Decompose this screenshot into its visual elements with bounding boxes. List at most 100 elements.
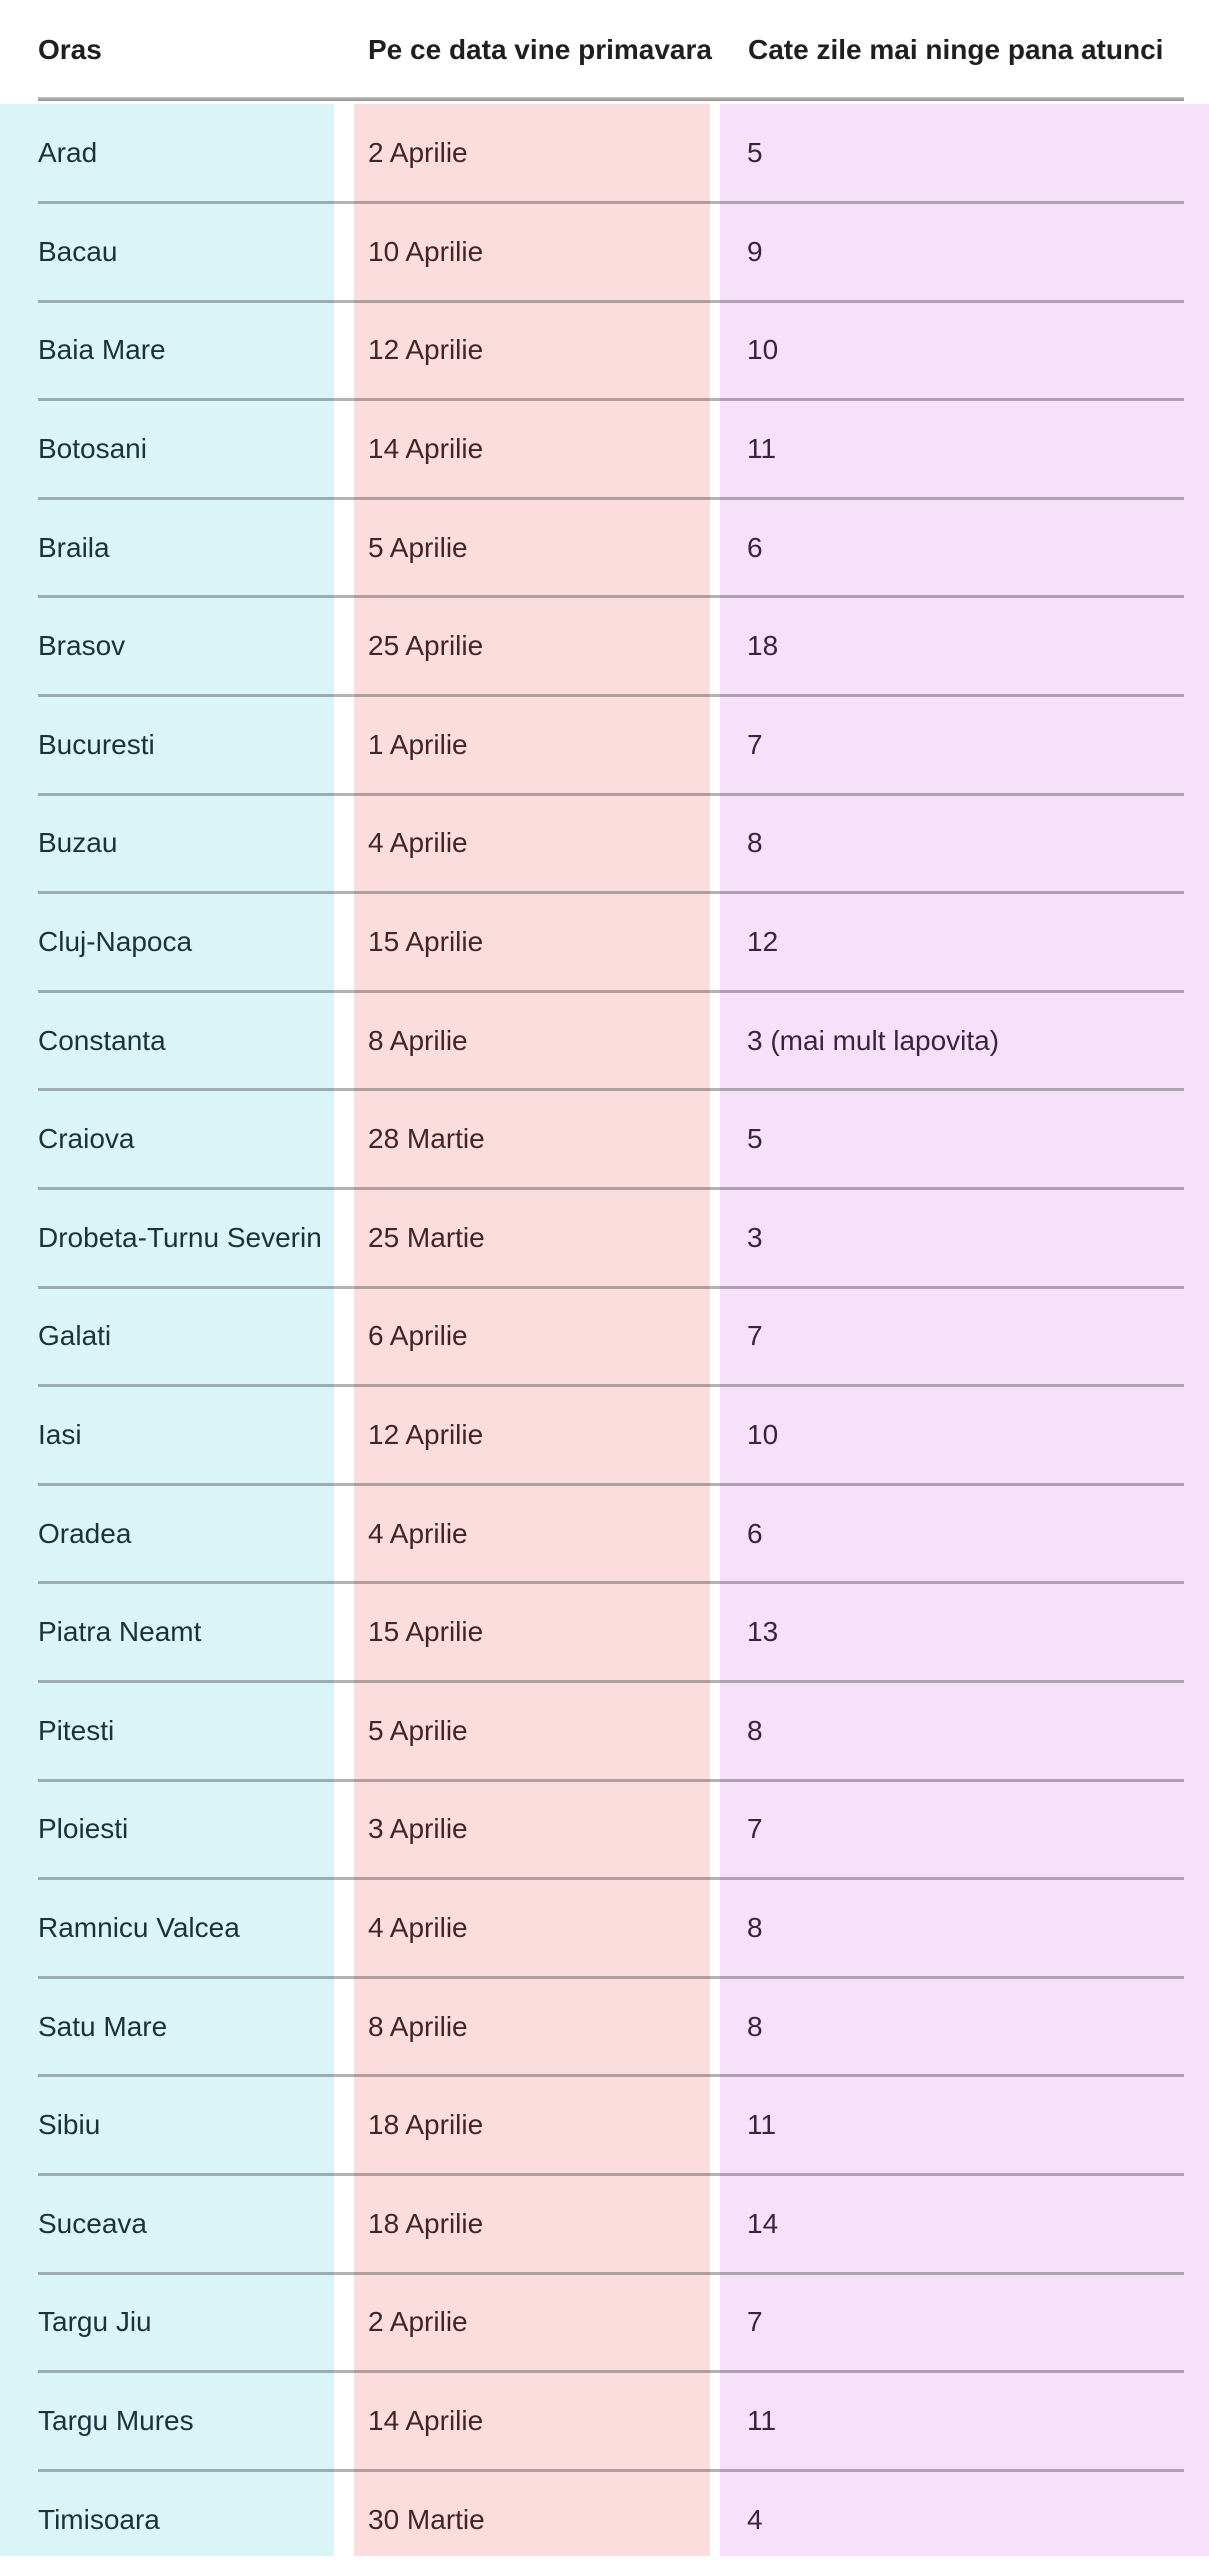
column-gap: [334, 794, 354, 893]
column-gap: [710, 2470, 720, 2556]
column-gap: [334, 695, 354, 795]
column-gap: [334, 1977, 354, 2076]
table-row: Iasi 12 Aprilie 10: [0, 1384, 1209, 1485]
date-cell: 3 Aprilie: [354, 1780, 710, 1879]
table-row: Baia Mare 12 Aprilie 10: [0, 299, 1209, 400]
days-cell: 13: [720, 1582, 1209, 1682]
header-divider: [38, 97, 1184, 101]
table-row: Suceava 18 Aprilie 14: [0, 2172, 1209, 2274]
days-cell: 5: [720, 104, 1209, 203]
date-cell: 14 Aprilie: [354, 2371, 710, 2471]
header-snow-days: Cate zile mai ninge pana atunci: [748, 34, 1164, 65]
column-gap: [334, 1780, 354, 1879]
column-gap: [334, 2174, 354, 2274]
column-gap: [710, 1188, 720, 1288]
column-gap: [334, 301, 354, 400]
column-gap: [334, 202, 354, 302]
column-gap: [334, 1385, 354, 1485]
table-row: Cluj-Napoca 15 Aprilie 12: [0, 891, 1209, 992]
date-cell: 12 Aprilie: [354, 1385, 710, 1485]
city-cell: Bucuresti: [0, 695, 334, 795]
table-row: Bucuresti 1 Aprilie 7: [0, 694, 1209, 795]
date-cell: 18 Aprilie: [354, 2075, 710, 2175]
column-gap: [334, 1681, 354, 1781]
table-row: Brasov 25 Aprilie 18: [0, 595, 1209, 696]
date-cell: 4 Aprilie: [354, 1484, 710, 1583]
date-cell: 5 Aprilie: [354, 1681, 710, 1781]
column-gap: [334, 399, 354, 499]
days-cell: 8: [720, 794, 1209, 893]
date-cell: 15 Aprilie: [354, 892, 710, 992]
column-gap: [710, 2273, 720, 2372]
days-cell: 8: [720, 1977, 1209, 2076]
column-gap: [710, 2174, 720, 2274]
header-oras: Oras: [38, 34, 102, 65]
table-row: Galati 6 Aprilie 7: [0, 1285, 1209, 1386]
city-cell: Ploiesti: [0, 1780, 334, 1879]
table-row: Satu Mare 8 Aprilie 8: [0, 1975, 1209, 2076]
column-gap: [334, 1878, 354, 1978]
city-cell: Oradea: [0, 1484, 334, 1583]
city-cell: Piatra Neamt: [0, 1582, 334, 1682]
days-cell: 11: [720, 2371, 1209, 2471]
column-gap: [710, 104, 720, 203]
column-gap: [334, 991, 354, 1090]
table-row: Bacau 10 Aprilie 9: [0, 201, 1209, 302]
city-cell: Constanta: [0, 991, 334, 1090]
city-cell: Galati: [0, 1287, 334, 1386]
city-cell: Drobeta-Turnu Severin: [0, 1188, 334, 1288]
column-gap: [334, 1089, 354, 1189]
city-cell: Botosani: [0, 399, 334, 499]
column-gap: [334, 1484, 354, 1583]
table-row: Ramnicu Valcea 4 Aprilie 8: [0, 1877, 1209, 1978]
days-cell: 8: [720, 1681, 1209, 1781]
table-row: Sibiu 18 Aprilie 11: [0, 2074, 1209, 2175]
date-cell: 25 Martie: [354, 1188, 710, 1288]
date-cell: 2 Aprilie: [354, 2273, 710, 2372]
column-gap: [710, 2075, 720, 2175]
column-gap: [710, 1582, 720, 1682]
column-gap: [334, 1582, 354, 1682]
date-cell: 5 Aprilie: [354, 498, 710, 597]
city-cell: Cluj-Napoca: [0, 892, 334, 992]
date-cell: 18 Aprilie: [354, 2174, 710, 2274]
date-cell: 15 Aprilie: [354, 1582, 710, 1682]
days-cell: 6: [720, 1484, 1209, 1583]
column-gap: [710, 301, 720, 400]
days-cell: 7: [720, 1287, 1209, 1386]
column-gap: [710, 596, 720, 696]
date-cell: 8 Aprilie: [354, 1977, 710, 2076]
city-cell: Targu Mures: [0, 2371, 334, 2471]
column-gap: [334, 2470, 354, 2556]
column-gap: [710, 202, 720, 302]
column-gap: [710, 1484, 720, 1583]
city-cell: Arad: [0, 104, 334, 203]
table-row: Constanta 8 Aprilie 3 (mai mult lapovita…: [0, 989, 1209, 1090]
column-gap: [710, 1287, 720, 1386]
table-row: Braila 5 Aprilie 6: [0, 496, 1209, 597]
column-gap: [334, 2075, 354, 2175]
days-cell: 6: [720, 498, 1209, 597]
days-cell: 12: [720, 892, 1209, 992]
city-cell: Satu Mare: [0, 1977, 334, 2076]
date-cell: 8 Aprilie: [354, 991, 710, 1090]
days-cell: 11: [720, 399, 1209, 499]
table-row: Arad 2 Aprilie 5: [0, 104, 1209, 203]
table-row: Pitesti 5 Aprilie 8: [0, 1680, 1209, 1781]
column-gap: [710, 1385, 720, 1485]
city-cell: Braila: [0, 498, 334, 597]
days-cell: 7: [720, 1780, 1209, 1879]
city-cell: Iasi: [0, 1385, 334, 1485]
days-cell: 10: [720, 1385, 1209, 1485]
table-row: Targu Mures 14 Aprilie 11: [0, 2370, 1209, 2471]
city-cell: Sibiu: [0, 2075, 334, 2175]
column-gap: [334, 104, 354, 203]
date-cell: 10 Aprilie: [354, 202, 710, 302]
table-row: Buzau 4 Aprilie 8: [0, 792, 1209, 893]
table-body: Arad 2 Aprilie 5 Bacau 10 Aprilie 9 Baia…: [0, 104, 1209, 2556]
days-cell: 3: [720, 1188, 1209, 1288]
table-row: Oradea 4 Aprilie 6: [0, 1482, 1209, 1583]
column-gap: [334, 1188, 354, 1288]
city-cell: Ramnicu Valcea: [0, 1878, 334, 1978]
